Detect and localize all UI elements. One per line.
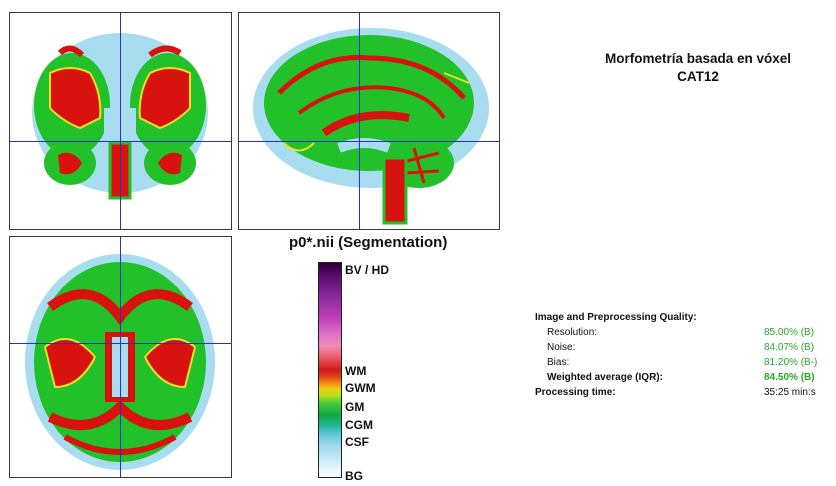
sagittal-view [238,12,500,230]
crosshair-vertical [120,13,121,229]
title-line-1: Morfometría basada en vóxel [604,51,792,66]
bias-label: Bias: [547,357,570,368]
crosshair-vertical [359,13,360,229]
axial-view [9,236,232,478]
title-line-2: CAT12 [677,69,719,84]
page-title: Morfometría basada en vóxel CAT12 [578,50,818,86]
weighted-average-label: Weighted average (IQR): [547,372,663,383]
crosshair-horizontal [239,141,499,142]
crosshair-vertical [120,237,121,477]
sagittal-brain-image [253,28,489,225]
processing-time-value: 35:25 min:s [764,387,816,398]
segmentation-colorbar [318,262,342,478]
label-wm: WM [345,364,367,378]
label-cgm: CGM [345,418,373,432]
processing-time-label: Processing time: [535,387,616,398]
label-bg: BG [345,469,363,483]
bias-value: 81.20% (B-) [764,357,818,368]
label-csf: CSF [345,435,369,449]
weighted-average-value: 84.50% (B) [764,372,815,383]
resolution-label: Resolution: [547,327,598,338]
label-gm: GM [345,400,365,414]
segmentation-title: p0*.nii (Segmentation) [289,234,448,251]
label-bv-hd: BV / HD [345,263,390,277]
resolution-value: 85.00% (B) [764,327,815,338]
coronal-view [9,12,232,230]
quality-heading: Image and Preprocessing Quality: [535,312,697,323]
noise-label: Noise: [547,342,576,353]
label-gwm: GWM [345,381,376,395]
noise-value: 84.07% (B) [764,342,815,353]
coronal-brain-image [32,33,208,200]
